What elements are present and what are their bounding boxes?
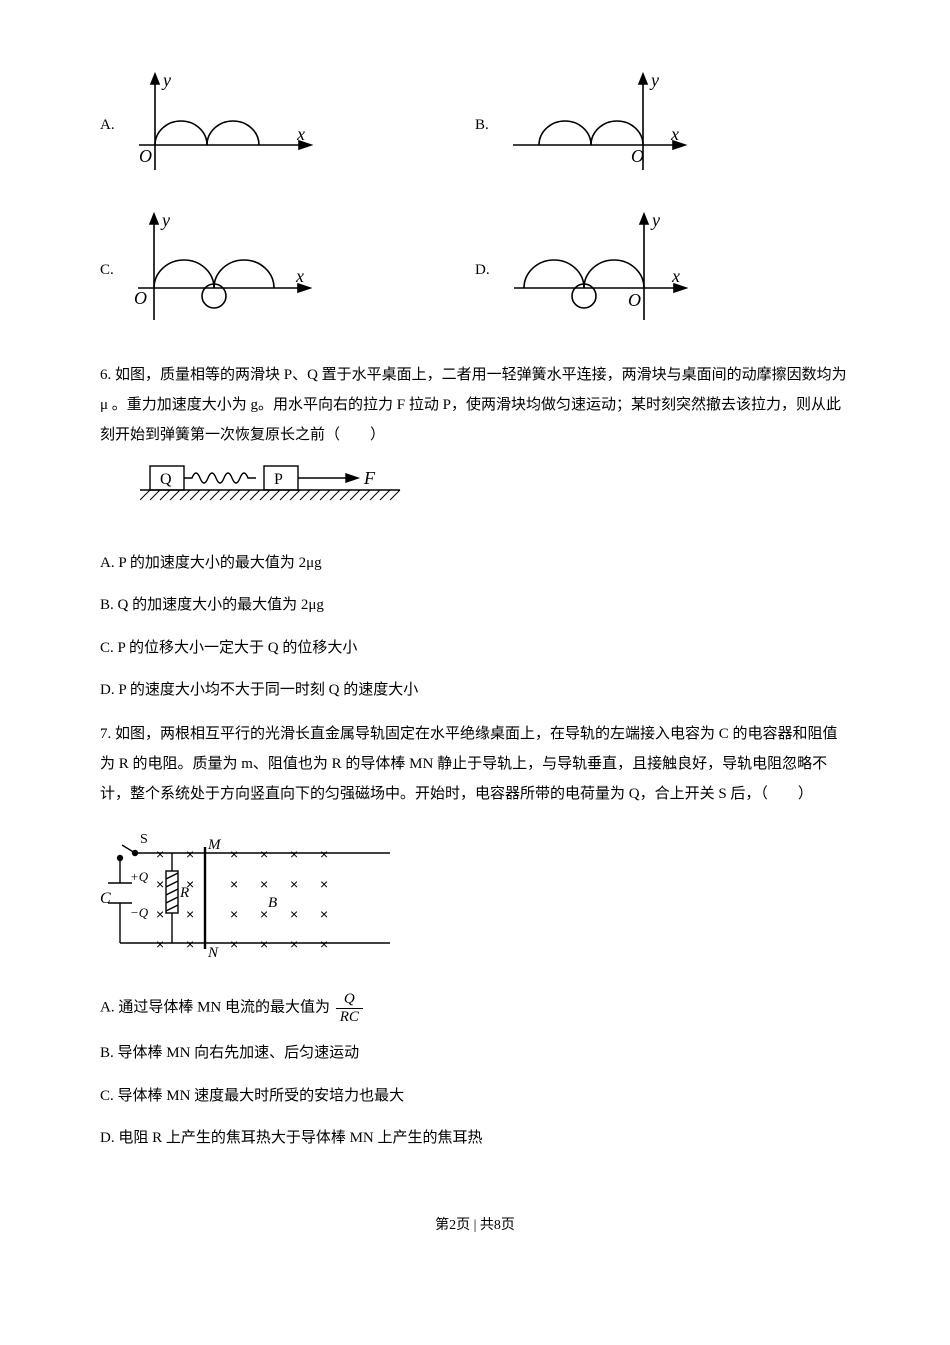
svg-text:×: × [186,936,194,952]
svg-text:×: × [186,906,194,922]
axis-x-label: x [670,124,679,144]
q6-option-d: D. P 的速度大小均不大于同一时刻 Q 的速度大小 [100,676,850,705]
option-text: D. 电阻 R 上产生的焦耳热大于导体棒 MN 上产生的焦耳热 [100,1130,483,1146]
q5-options-grid: A. x y O B. [100,70,850,330]
q7-text: 7. 如图，两根相互平行的光滑长直金属导轨固定在水平绝缘桌面上，在导轨的左端接入… [100,719,850,809]
option-letter: D. [475,256,490,285]
resistor-r-label: R [179,885,189,901]
svg-text:×: × [230,936,238,952]
option-letter: A. [100,111,115,140]
svg-text:×: × [320,876,328,892]
q6-stem: 6. 如图，质量相等的两滑块 P、Q 置于水平桌面上，二者用一轻弹簧水平连接，两… [100,367,847,443]
svg-text:×: × [156,936,164,952]
svg-text:×: × [290,936,298,952]
option-text: D. P 的速度大小均不大于同一时刻 Q 的速度大小 [100,682,418,698]
option-text: C. P 的位移大小一定大于 Q 的位移大小 [100,640,357,656]
axis-y-label: y [650,210,660,230]
option-text: C. 导体棒 MN 速度最大时所受的安培力也最大 [100,1088,404,1104]
option-letter: C. [100,256,114,285]
q5-row-cd: C. x y O D. [100,210,850,330]
axis-x-label: x [295,266,304,286]
svg-text:×: × [260,906,268,922]
q7-option-b: B. 导体棒 MN 向右先加速、后匀速运动 [100,1039,850,1068]
fraction-denominator: RC [336,1009,363,1026]
q7-circuit-diagram: × ××××× ×××××× ×××××× ×××××× S C +Q −Q R… [100,823,850,974]
svg-text:×: × [290,846,298,862]
circuit-svg: × ××××× ×××××× ×××××× ×××××× S C +Q −Q R… [100,823,400,963]
option-text: A. P 的加速度大小的最大值为 2μg [100,555,322,571]
svg-text:×: × [260,936,268,952]
origin-label: O [631,146,644,166]
q5-option-d: D. x y O [475,210,850,330]
plus-q-label: +Q [130,869,149,884]
q5-option-a: A. x y O [100,70,475,180]
svg-text:×: × [290,876,298,892]
svg-text:×: × [156,906,164,922]
origin-label: O [628,290,641,310]
capacitor-c-label: C [100,890,111,907]
q5-option-b: B. x y O [475,70,850,180]
axis-x-label: x [296,124,305,144]
svg-text:×: × [230,846,238,862]
spring-blocks-svg: Q P F [140,464,440,514]
svg-text:×: × [260,846,268,862]
rod-n-label: N [207,945,219,961]
origin-label: O [134,288,147,308]
q7-stem: 7. 如图，两根相互平行的光滑长直金属导轨固定在水平绝缘桌面上，在导轨的左端接入… [100,726,838,802]
option-text: B. 导体棒 MN 向右先加速、后匀速运动 [100,1045,359,1061]
q7-option-d: D. 电阻 R 上产生的焦耳热大于导体棒 MN 上产生的焦耳热 [100,1124,850,1153]
q6-option-c: C. P 的位移大小一定大于 Q 的位移大小 [100,634,850,663]
q6-spring-diagram: Q P F [140,464,850,525]
switch-s-label: S [140,832,148,847]
svg-text:×: × [320,906,328,922]
axis-x-label: x [671,266,680,286]
axis-y-label: y [161,70,171,90]
option-letter: B. [475,111,489,140]
graph-arcs-origin-right: x y O [501,70,691,180]
svg-text:×: × [320,936,328,952]
field-b-label: B [268,895,277,911]
q6-text: 6. 如图，质量相等的两滑块 P、Q 置于水平桌面上，二者用一轻弹簧水平连接，两… [100,360,850,450]
svg-text:×: × [156,876,164,892]
q6-option-a: A. P 的加速度大小的最大值为 2μg [100,549,850,578]
graph-loop-origin-left: x y O [126,210,316,330]
origin-label: O [139,146,152,166]
block-p-label: P [274,471,283,488]
q7-option-a: A. 通过导体棒 MN 电流的最大值为 Q RC [100,991,850,1025]
svg-text:×: × [260,876,268,892]
q5-row-ab: A. x y O B. [100,70,850,180]
svg-text:×: × [156,846,164,862]
q7-option-c: C. 导体棒 MN 速度最大时所受的安培力也最大 [100,1082,850,1111]
option-text-prefix: A. 通过导体棒 MN 电流的最大值为 [100,999,334,1015]
force-f-label: F [363,468,376,488]
fraction-icon: Q RC [336,991,363,1025]
svg-text:×: × [320,846,328,862]
minus-q-label: −Q [130,905,149,920]
fraction-numerator: Q [336,991,363,1009]
q5-option-c: C. x y O [100,210,475,330]
axis-y-label: y [160,210,170,230]
svg-text:×: × [290,906,298,922]
block-q-label: Q [160,471,172,488]
graph-loop-origin-right: x y O [502,210,692,330]
rod-m-label: M [207,837,222,853]
option-text: B. Q 的加速度大小的最大值为 2μg [100,597,324,613]
svg-text:×: × [230,876,238,892]
q6-option-b: B. Q 的加速度大小的最大值为 2μg [100,591,850,620]
page-footer: 第2页 | 共8页 [100,1213,850,1240]
axis-y-label: y [649,70,659,90]
svg-text:×: × [230,906,238,922]
graph-arcs-origin-left: x y O [127,70,317,180]
svg-text:×: × [186,846,194,862]
